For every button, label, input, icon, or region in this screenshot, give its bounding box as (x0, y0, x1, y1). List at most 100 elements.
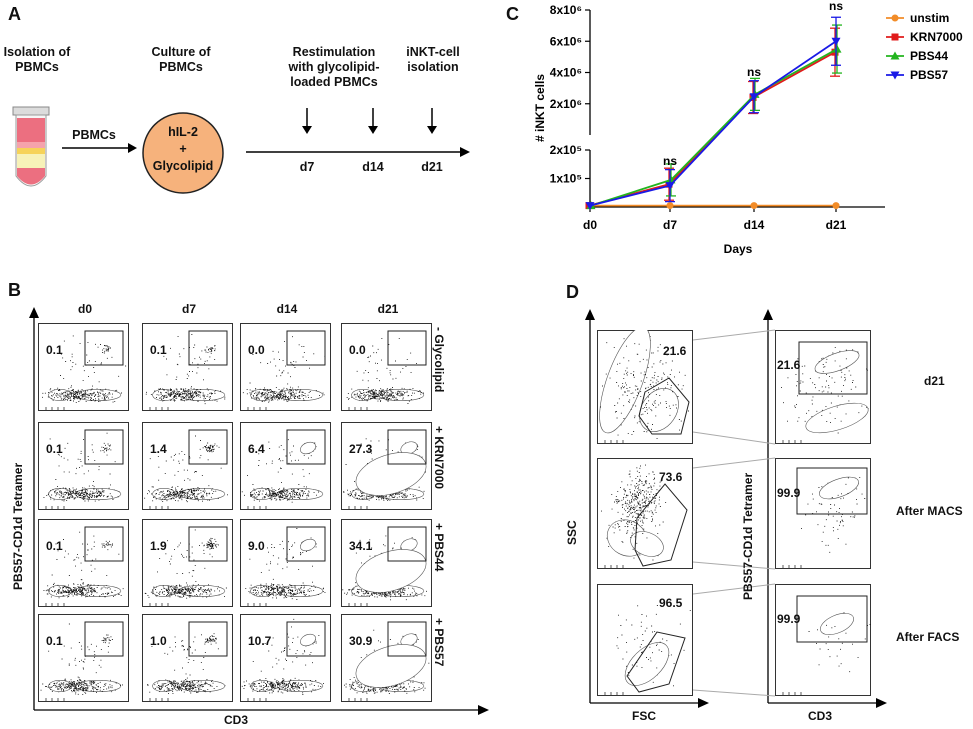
legend-item-PBS57: PBS57 (886, 68, 948, 82)
marker-PBS44-d21 (832, 44, 842, 53)
panel-d-tetramer-plot-0 (775, 330, 871, 444)
legend-label-KRN7000: KRN7000 (910, 30, 963, 44)
y-tick-label-lower-1: 1x10⁵ (550, 172, 582, 186)
step-restimulation-label: Restimulation with glycolipid-loaded PBM… (288, 45, 380, 89)
restim-arrows (302, 108, 437, 134)
ns-annotation-2: ns (829, 0, 843, 13)
panel-b-plot-r3-c0 (38, 614, 129, 702)
panel-b-gate-value-r1-c3: 27.3 (349, 442, 373, 456)
ns-annotation-0: ns (663, 154, 677, 168)
circle-line2: + (179, 142, 187, 156)
panel-b-gate-value-r1-c2: 6.4 (248, 442, 265, 456)
panel-d-tetramer-gate-value-1: 99.9 (777, 486, 801, 500)
panel-b-gate-value-r0-c2: 0.0 (248, 343, 265, 357)
panel-d-row-label-2: After FACS (896, 630, 960, 644)
panel-d-fsc-gate-value-1: 73.6 (659, 470, 683, 484)
y-tick-label-upper-1: 6x10⁶ (550, 34, 582, 48)
timeline-day-d7: d7 (299, 160, 315, 174)
panel-d-ssc-label: SSC (565, 520, 579, 545)
panel-c-letter: C (506, 4, 519, 24)
legend-item-KRN7000: KRN7000 (886, 30, 963, 44)
legend-item-PBS44: PBS44 (886, 49, 948, 63)
panel-d-fsc-plot-0 (597, 330, 693, 444)
test-tube-icon (12, 106, 50, 187)
panel-b-day-d0: d0 (77, 302, 92, 316)
panel-b-plot-r0-c1 (142, 323, 233, 411)
panel-b-plot-r1-c3 (341, 422, 432, 510)
panel-b-letter: B (8, 280, 21, 300)
panel-a-letter: A (8, 4, 21, 24)
panel-b-gate-value-r1-c0: 0.1 (46, 442, 63, 456)
x-tick-label-d7: d7 (663, 218, 677, 232)
panel-d-tetramer-gate-value-2: 99.9 (777, 612, 801, 626)
panel-b-gate-value-r0-c1: 0.1 (150, 343, 167, 357)
marker-PBS57-d0 (585, 202, 595, 211)
panel-d-fsc-label: FSC (632, 709, 656, 723)
inkt-expansion-chart: 8x10⁶ 6x10⁶ 4x10⁶ 2x10⁶ 2x10⁵ 1x10⁵ d0 d7 d14 d21… (533, 0, 963, 256)
circle-line1: hIL-2 (168, 125, 198, 139)
panel-b-plot-r3-c3 (341, 614, 432, 702)
panel-b-plot-r2-c3 (341, 519, 432, 607)
legend-label-PBS57: PBS57 (910, 68, 948, 82)
marker-unstim-d7 (666, 202, 674, 210)
panel-d-cd3-label: CD3 (808, 709, 833, 723)
panel-b-day-d7: d7 (181, 302, 196, 316)
step-isolation-inkt-label: iNKT-cell isolation (406, 45, 460, 74)
panel-b-gate-value-r2-c3: 34.1 (349, 539, 373, 553)
panel-b-gate-value-r1-c1: 1.4 (150, 442, 167, 456)
x-tick-label-d0: d0 (583, 218, 597, 232)
timeline-day-d21: d21 (421, 160, 443, 174)
panel-d-row-label-1: After MACS (896, 504, 963, 518)
legend-item-unstim: unstim (886, 11, 949, 25)
panel-b-gate-value-r2-c0: 0.1 (46, 539, 63, 553)
panel-d-tetramer-plot-2 (775, 584, 871, 696)
panel-b-plot-r0-c3 (341, 323, 432, 411)
y-tick-label-upper-3: 2x10⁶ (550, 97, 582, 111)
panel-d-tetramer-gate-value-0: 21.6 (777, 358, 801, 372)
marker-PBS57-d21 (831, 37, 841, 46)
marker-PBS57-d7 (665, 182, 675, 191)
panel-a-schematic (12, 106, 470, 194)
panel-b-gate-value-r3-c3: 30.9 (349, 634, 373, 648)
step-isolation-label: Isolation of PBMCs (3, 45, 71, 74)
culture-circle (142, 112, 224, 194)
y-tick-label-lower-0: 2x10⁵ (550, 143, 582, 157)
panel-b-plot-r3-c2 (240, 614, 331, 702)
x-tick-label-d21: d21 (826, 218, 847, 232)
legend-label-unstim: unstim (910, 11, 949, 25)
legend-label-PBS44: PBS44 (910, 49, 948, 63)
panel-d-letter: D (566, 282, 579, 302)
panel-b-plot-r2-c2 (240, 519, 331, 607)
y-tick-label-upper-2: 4x10⁶ (550, 66, 582, 80)
panel-b-plot-r3-c1 (142, 614, 233, 702)
panel-b-day-d21: d21 (377, 302, 399, 316)
panel-b-plot-r0-c0 (38, 323, 129, 411)
marker-unstim-d14 (750, 202, 758, 210)
panel-b-plot-r2-c0 (38, 519, 129, 607)
x-tick-label-d14: d14 (744, 218, 765, 232)
panel-b-gate-value-r2-c2: 9.0 (248, 539, 265, 553)
panel-b-plot-r0-c2 (240, 323, 331, 411)
panel-d-fsc-gate-value-2: 96.5 (659, 596, 683, 610)
panel-b-grid: d0 d7 d14 d21 PBS57-CD1d Tetramer CD3- Glycol… (11, 302, 489, 727)
panel-d-row-label-0: d21 (924, 374, 945, 388)
step-culture-label: Culture of PBMCs (151, 45, 211, 74)
panel-b-gate-value-r3-c1: 1.0 (150, 634, 167, 648)
pbmcs-arrow-label: PBMCs (72, 128, 116, 142)
panel-b-plot-r2-c1 (142, 519, 233, 607)
panel-d-tetramer-plot-1 (775, 458, 871, 569)
marker-PBS57-d14 (749, 93, 759, 102)
panel-d-tetramer-label: PBS57-CD1d Tetramer (741, 472, 755, 600)
panel-b-gate-value-r3-c0: 0.1 (46, 634, 63, 648)
panel-b-plot-r1-c2 (240, 422, 331, 510)
panel-b-x-axis-title: CD3 (224, 713, 249, 727)
circle-line3: Glycolipid (152, 159, 214, 173)
panel-b-gate-value-r0-c3: 0.0 (349, 343, 366, 357)
y-axis-title: # iNKT cells (533, 74, 547, 142)
marker-unstim-d21 (832, 202, 840, 210)
panel-b-gate-value-r2-c1: 1.9 (150, 539, 167, 553)
panel-b-gate-value-r3-c2: 10.7 (248, 634, 272, 648)
timeline-day-d14: d14 (362, 160, 384, 174)
